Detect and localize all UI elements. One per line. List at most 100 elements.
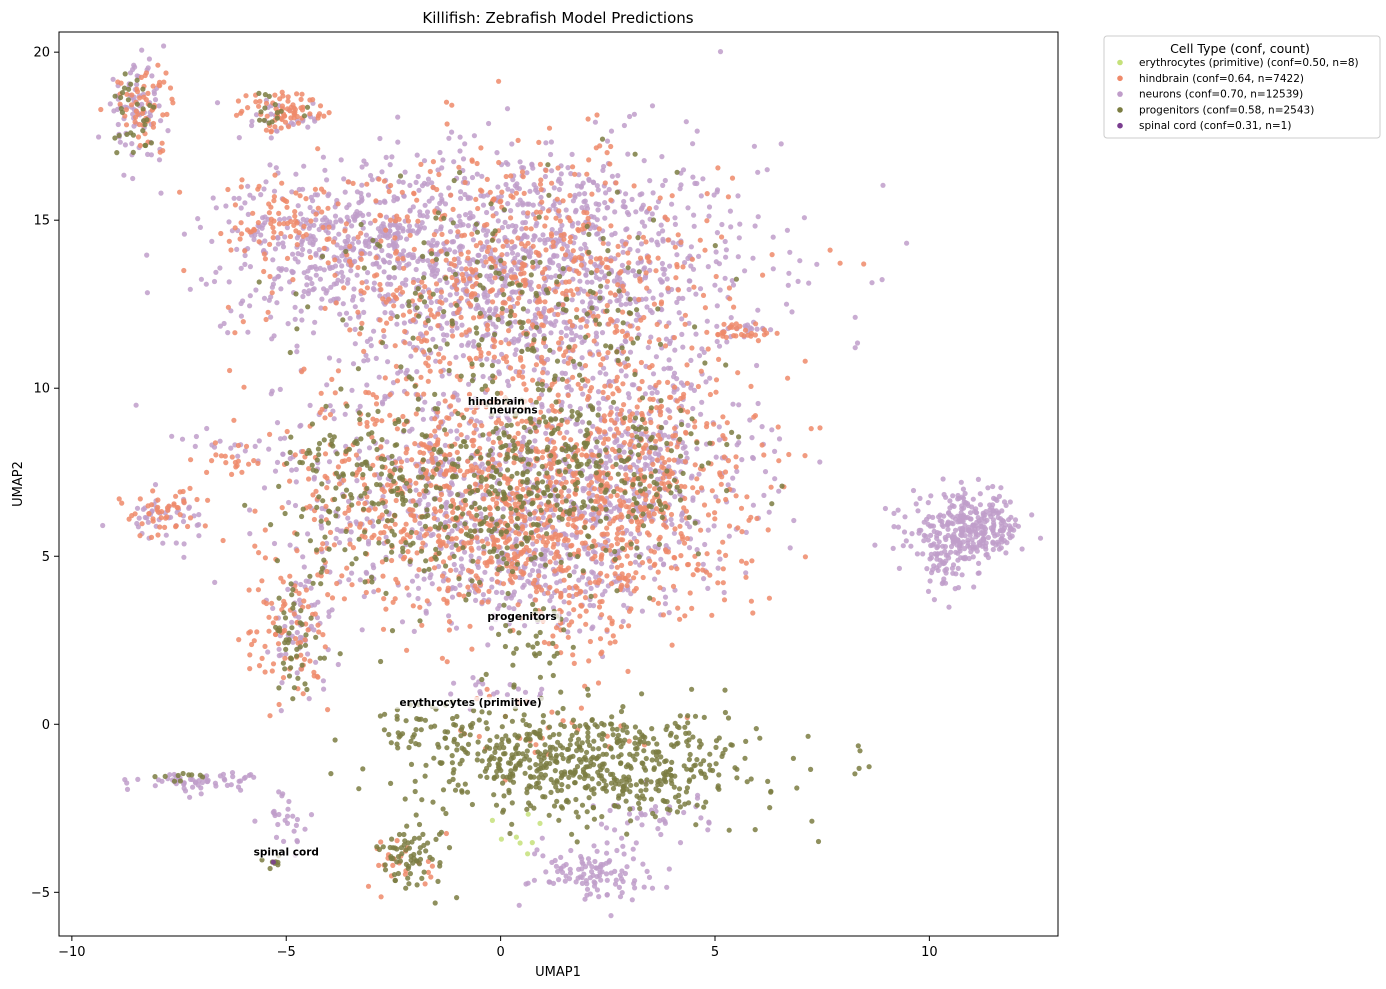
data-point (618, 302, 624, 308)
data-point (547, 598, 553, 604)
data-point (582, 241, 588, 247)
data-point (556, 340, 562, 346)
data-point (492, 275, 498, 281)
data-point (715, 565, 721, 571)
data-point (582, 191, 588, 197)
data-point (165, 128, 171, 134)
data-point (324, 568, 330, 575)
data-point (603, 465, 609, 471)
data-point (441, 337, 447, 343)
data-point (586, 157, 592, 163)
data-point (383, 214, 389, 220)
data-point (447, 266, 453, 273)
data-point (969, 537, 975, 543)
data-point (512, 351, 518, 357)
data-point (235, 453, 241, 459)
data-point (791, 517, 797, 524)
data-point (328, 284, 334, 290)
data-point (437, 470, 443, 476)
data-point (432, 428, 438, 434)
data-point (421, 349, 427, 355)
data-point (351, 286, 357, 292)
data-point (697, 286, 704, 292)
data-point (607, 299, 613, 305)
data-point (536, 533, 542, 539)
data-point (680, 295, 686, 301)
data-point (413, 347, 419, 353)
data-point (495, 359, 501, 365)
data-point (528, 226, 534, 232)
data-point (869, 280, 875, 286)
data-point (239, 177, 245, 183)
data-point (617, 276, 623, 282)
data-point (593, 330, 599, 336)
data-point (127, 70, 134, 76)
data-point (429, 451, 435, 457)
data-point (706, 213, 712, 219)
data-point (555, 541, 561, 547)
data-point (966, 524, 972, 531)
data-point (557, 218, 564, 224)
data-point (342, 189, 348, 195)
data-point (505, 201, 511, 207)
data-point (463, 502, 469, 508)
data-point (754, 515, 760, 522)
data-point (700, 292, 707, 298)
data-point (457, 134, 463, 140)
data-point (343, 322, 349, 328)
data-point (404, 457, 410, 463)
data-point (509, 239, 515, 245)
data-point (294, 629, 300, 636)
data-point (252, 818, 258, 824)
data-point (440, 332, 447, 338)
data-point (925, 588, 932, 595)
data-point (527, 282, 533, 288)
data-point (595, 207, 601, 213)
data-point (419, 220, 425, 226)
data-point (430, 336, 436, 342)
data-point (411, 246, 417, 252)
data-point (317, 409, 323, 416)
data-point (579, 355, 585, 361)
data-point (394, 378, 401, 384)
data-point (704, 421, 710, 427)
data-point (581, 288, 587, 294)
data-point (998, 528, 1004, 534)
data-point (347, 537, 353, 543)
data-point (478, 145, 484, 151)
data-point (357, 331, 363, 337)
data-point (152, 783, 158, 789)
data-point (474, 160, 480, 167)
data-point (438, 226, 444, 232)
data-point (698, 411, 704, 417)
data-point (519, 526, 526, 532)
data-point (471, 339, 477, 345)
data-point (520, 486, 526, 492)
data-point (293, 466, 299, 473)
data-point (525, 578, 531, 584)
data-point (541, 574, 548, 580)
data-point (152, 97, 159, 103)
data-point (563, 207, 569, 213)
data-point (491, 358, 497, 364)
data-point (480, 373, 486, 380)
data-point (256, 550, 262, 556)
data-point (265, 309, 271, 315)
data-point (504, 106, 511, 112)
data-point (666, 434, 672, 440)
data-point (313, 659, 319, 665)
data-point (470, 237, 476, 243)
data-point (361, 158, 367, 164)
data-point (719, 221, 725, 228)
data-point (535, 189, 541, 195)
data-point (339, 278, 345, 284)
data-point (608, 223, 614, 229)
data-point (276, 646, 282, 652)
data-point (465, 255, 471, 261)
data-point (617, 872, 624, 878)
data-point (372, 218, 378, 224)
data-point (546, 265, 552, 271)
data-point (714, 323, 720, 329)
data-point (672, 494, 678, 500)
